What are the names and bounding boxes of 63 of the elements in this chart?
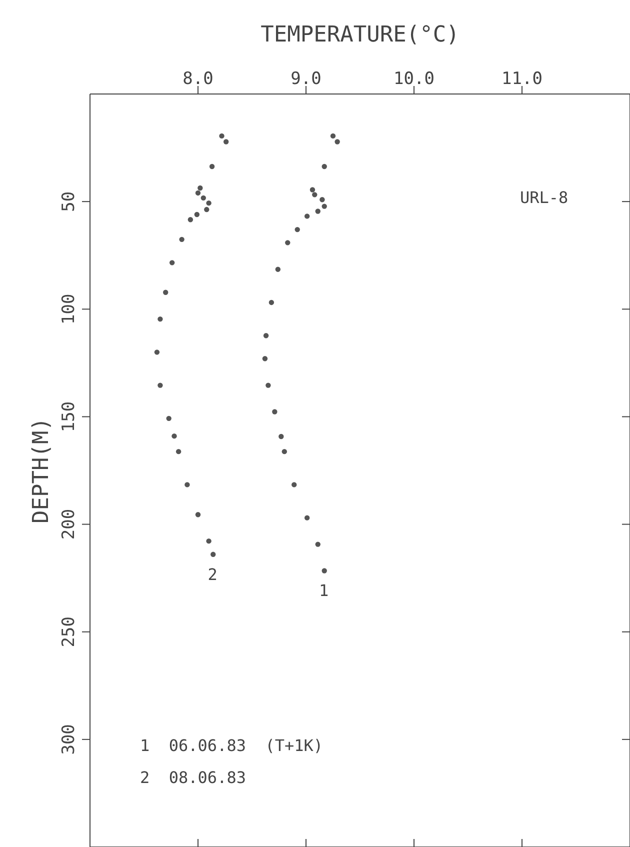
point (163, 290, 168, 295)
point (322, 568, 327, 574)
point (166, 416, 172, 422)
point (294, 226, 300, 232)
x-tick-label: 10.0 (394, 69, 434, 89)
point (304, 214, 310, 219)
y-axis-title: DEPTH(M) (29, 418, 54, 524)
point (322, 204, 327, 209)
point (272, 409, 278, 414)
x-tick-label: 9.0 (290, 69, 322, 89)
point (282, 448, 287, 454)
y-tick-label: 150 (59, 401, 79, 432)
annotation: 1 06.06.83 (T+1K) (140, 736, 324, 755)
point (292, 482, 297, 488)
point (179, 236, 184, 242)
point (315, 208, 320, 214)
point (334, 139, 340, 144)
y-tick-label: 100 (59, 294, 79, 324)
x-tick-label: 11.0 (502, 69, 542, 89)
y-tick-label: 300 (59, 724, 79, 755)
point (210, 552, 216, 558)
point (275, 266, 281, 272)
x-axis-title: TEMPERATURE(°C) (260, 22, 460, 48)
point (206, 538, 212, 544)
series-label: 1 (319, 581, 329, 600)
point (315, 542, 320, 547)
point (195, 512, 201, 518)
point (268, 300, 274, 306)
point (158, 316, 163, 322)
point (262, 356, 268, 362)
point (285, 240, 290, 246)
y-tick-label: 200 (59, 508, 79, 540)
point (278, 434, 284, 440)
series-label: 2 (208, 564, 218, 584)
point (158, 382, 163, 388)
annotation: URL-8 (520, 188, 568, 207)
point (310, 187, 316, 192)
point (266, 382, 271, 388)
point (209, 164, 215, 170)
x-tick-label: 8.0 (182, 69, 214, 89)
point (195, 190, 201, 196)
point (172, 433, 177, 439)
point (320, 197, 325, 202)
annotation: 2 08.06.83 (140, 768, 246, 787)
point (312, 192, 318, 198)
point (154, 350, 160, 355)
point (176, 448, 182, 454)
point (304, 515, 310, 520)
point (184, 482, 190, 488)
point (194, 212, 200, 218)
point (330, 133, 336, 139)
point (206, 200, 212, 206)
point (169, 260, 175, 266)
y-tick-label: 50 (59, 191, 79, 212)
point (200, 195, 206, 201)
point (219, 133, 224, 139)
point (198, 185, 203, 191)
point (204, 206, 210, 212)
point (223, 139, 229, 144)
y-tick-label: 250 (59, 616, 79, 648)
point (263, 333, 269, 338)
point (322, 164, 327, 170)
point (188, 217, 194, 222)
